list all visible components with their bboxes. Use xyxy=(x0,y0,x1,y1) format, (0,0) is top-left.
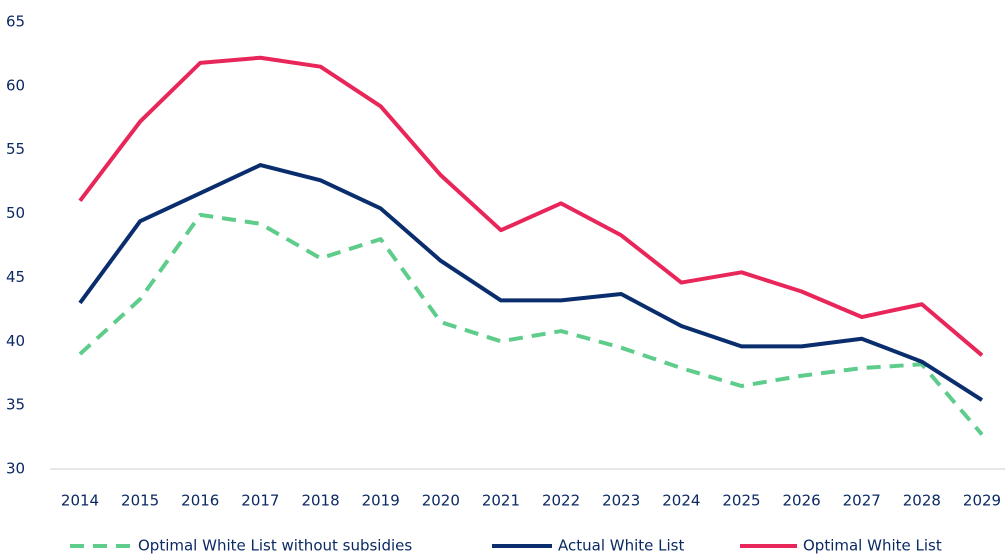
x-tick-label: 2024 xyxy=(662,492,700,510)
series-line xyxy=(78,163,984,402)
x-tick-label: 2028 xyxy=(903,492,941,510)
x-tick-label: 2018 xyxy=(301,492,339,510)
x-tick-label: 2021 xyxy=(482,492,520,510)
x-tick-label: 2026 xyxy=(783,492,821,510)
legend-label: Optimal White List xyxy=(803,537,942,555)
y-tick-label: 60 xyxy=(6,76,25,94)
x-tick-label: 2023 xyxy=(602,492,640,510)
x-tick-label: 2015 xyxy=(121,492,159,510)
x-tick-label: 2020 xyxy=(422,492,460,510)
y-tick-label: 35 xyxy=(6,396,25,414)
x-tick-label: 2019 xyxy=(362,492,400,510)
y-tick-label: 40 xyxy=(6,332,25,350)
x-tick-label: 2022 xyxy=(542,492,580,510)
x-tick-label: 2025 xyxy=(722,492,760,510)
y-tick-label: 30 xyxy=(6,460,25,478)
legend-label: Optimal White List without subsidies xyxy=(138,537,412,555)
series-line xyxy=(78,212,984,436)
x-tick-label: 2016 xyxy=(181,492,219,510)
y-tick-label: 55 xyxy=(6,140,25,158)
y-tick-label: 65 xyxy=(6,13,25,31)
x-tick-label: 2027 xyxy=(843,492,881,510)
y-tick-label: 50 xyxy=(6,204,25,222)
legend-label: Actual White List xyxy=(558,537,684,555)
x-tick-label: 2017 xyxy=(241,492,279,510)
y-tick-label: 45 xyxy=(6,268,25,286)
x-tick-label: 2014 xyxy=(61,492,99,510)
series-line xyxy=(78,55,984,357)
x-tick-label: 2029 xyxy=(963,492,1001,510)
